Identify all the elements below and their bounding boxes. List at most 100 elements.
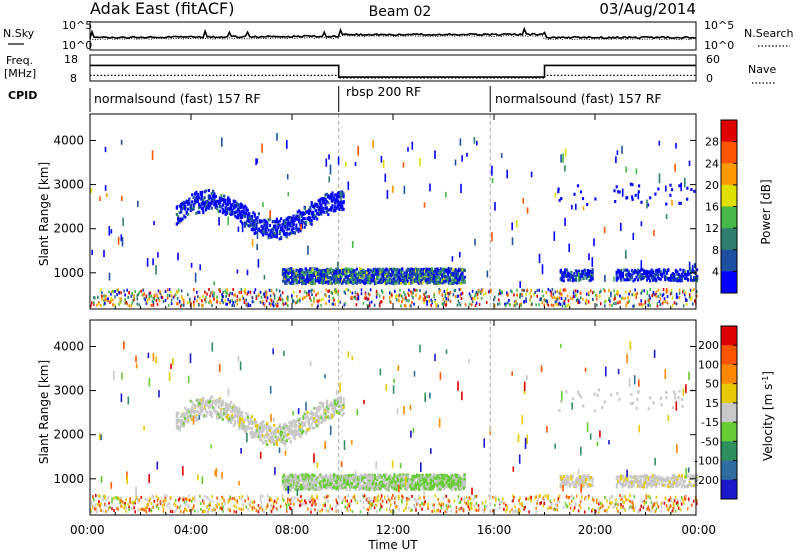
scatter-cell [264, 304, 266, 307]
nave-label: Nave [748, 63, 776, 76]
scatter-cell [371, 301, 373, 304]
scatter-cell [269, 289, 271, 292]
scatter-cell [626, 196, 628, 199]
freq-unit-label: [MHz] [4, 67, 36, 80]
scatter-cell [208, 189, 210, 192]
scatter-cell [219, 290, 221, 293]
scatter-cell [621, 146, 623, 154]
scatter-cell [494, 296, 496, 299]
scatter-cell [376, 296, 378, 299]
scatter-cell [156, 299, 158, 302]
scatter-cell [509, 303, 511, 306]
power-ylabel: Slant Range [km] [37, 162, 51, 266]
scatter-cell [199, 264, 201, 270]
scatter-cell [529, 299, 531, 302]
scatter-cell [505, 304, 507, 307]
scatter-cell [451, 278, 453, 281]
scatter-cell [184, 216, 186, 219]
scatter-cell [187, 208, 189, 211]
scatter-cell [169, 294, 171, 297]
scatter-cell [137, 201, 139, 207]
scatter-cell [613, 189, 615, 192]
scatter-cell [557, 190, 559, 193]
scatter-cell [313, 300, 315, 303]
scatter-cell [270, 427, 272, 430]
scatter-cell [424, 296, 426, 299]
scatter-cell [485, 292, 487, 295]
scatter-cell [393, 475, 395, 478]
scatter-cell [176, 205, 178, 208]
scatter-cell [147, 258, 149, 267]
scatter-cell [230, 421, 232, 424]
scatter-cell [638, 190, 640, 193]
scatter-cell [681, 278, 683, 281]
scatter-cell [304, 421, 306, 424]
scatter-cell [94, 297, 96, 300]
scatter-cell [674, 164, 676, 172]
scatter-cell [652, 294, 654, 297]
scatter-cell [127, 296, 129, 299]
scatter-cell [359, 267, 361, 270]
scatter-cell [412, 142, 414, 150]
scatter-cell [187, 301, 189, 304]
scatter-cell [273, 424, 275, 427]
scatter-cell [573, 193, 575, 196]
scatter-cell [465, 303, 467, 306]
scatter-cell [241, 415, 243, 418]
scatter-cell [365, 293, 367, 296]
scatter-cell [691, 296, 693, 299]
scatter-cell [272, 435, 274, 438]
scatter-cell [261, 220, 263, 223]
scatter-cell [416, 483, 418, 486]
scatter-cell [155, 265, 157, 275]
scatter-cell [131, 302, 133, 305]
colorbar-tick-label: 24 [705, 157, 719, 170]
scatter-cell [622, 272, 624, 275]
scatter-cell [153, 304, 155, 307]
scatter-cell [680, 183, 682, 192]
scatter-cell [110, 300, 112, 303]
scatter-cell [315, 294, 317, 297]
scatter-cell [444, 290, 446, 293]
scatter-cell [313, 290, 315, 293]
scatter-cell [237, 299, 239, 302]
scatter-cell [338, 412, 340, 415]
scatter-cell [305, 223, 307, 226]
scatter-cell [374, 304, 376, 307]
scatter-cell [538, 303, 540, 306]
scatter-cell [280, 298, 282, 301]
scatter-cell [434, 268, 436, 271]
scatter-cell [361, 476, 363, 479]
scatter-cell [128, 292, 130, 295]
scatter-cell [530, 289, 532, 292]
scatter-cell [596, 298, 598, 301]
scatter-cell [234, 300, 236, 303]
scatter-cell [260, 291, 262, 294]
colorbar-segment [721, 185, 737, 207]
scatter-cell [514, 304, 516, 307]
scatter-cell [568, 299, 570, 302]
scatter-cell [470, 294, 472, 297]
scatter-cell [660, 270, 662, 273]
scatter-cell [283, 303, 285, 306]
scatter-cell [245, 288, 247, 291]
scatter-cell [337, 262, 339, 271]
scatter-cell [400, 282, 402, 285]
scatter-cell [258, 259, 260, 267]
scatter-cell [251, 415, 253, 418]
scatter-cell [151, 304, 153, 307]
scatter-cell [523, 289, 525, 292]
scatter-cell [530, 295, 532, 298]
scatter-cell [331, 282, 333, 285]
scatter-cell [250, 291, 252, 294]
colorbar-tick-label: 4 [712, 265, 719, 278]
scatter-cell [683, 289, 685, 292]
scatter-cell [624, 297, 626, 300]
scatter-cell [311, 201, 313, 204]
scatter-cell [322, 277, 324, 283]
scatter-cell [511, 223, 513, 231]
scatter-cell [213, 281, 215, 285]
scatter-cell [443, 298, 445, 301]
scatter-cell [268, 229, 270, 232]
scatter-cell [536, 289, 538, 292]
